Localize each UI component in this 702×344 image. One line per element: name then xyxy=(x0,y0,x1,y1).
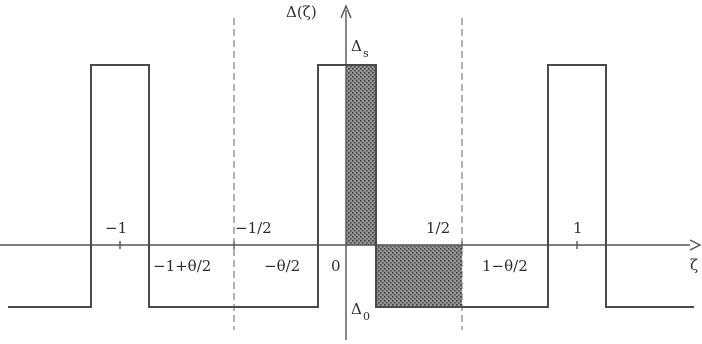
label-one: 1 xyxy=(573,219,583,237)
label-origin: 0 xyxy=(331,257,341,275)
label-minus-one-plus-theta-half: −1+θ/2 xyxy=(153,257,211,275)
y-axis-arrow xyxy=(340,4,352,19)
x-axis-label: ζ xyxy=(690,256,698,274)
shaded-region-top xyxy=(346,65,376,245)
step-waveform xyxy=(8,64,694,308)
x-axis-arrow xyxy=(689,239,702,251)
shaded-region-bottom xyxy=(376,245,462,307)
label-minus-one: −1 xyxy=(105,219,127,237)
delta-s-label: Δ xyxy=(351,37,362,55)
label-minus-theta-half: −θ/2 xyxy=(264,257,300,275)
y-axis-label: Δ(ζ) xyxy=(286,3,317,21)
delta-s-subscript: s xyxy=(363,47,369,60)
label-one-minus-theta-half: 1−θ/2 xyxy=(482,257,528,275)
label-half: 1/2 xyxy=(426,219,450,237)
delta-0-subscript: 0 xyxy=(363,310,370,323)
delta-0-label: Δ xyxy=(351,300,362,318)
label-minus-half: −1/2 xyxy=(235,219,272,237)
